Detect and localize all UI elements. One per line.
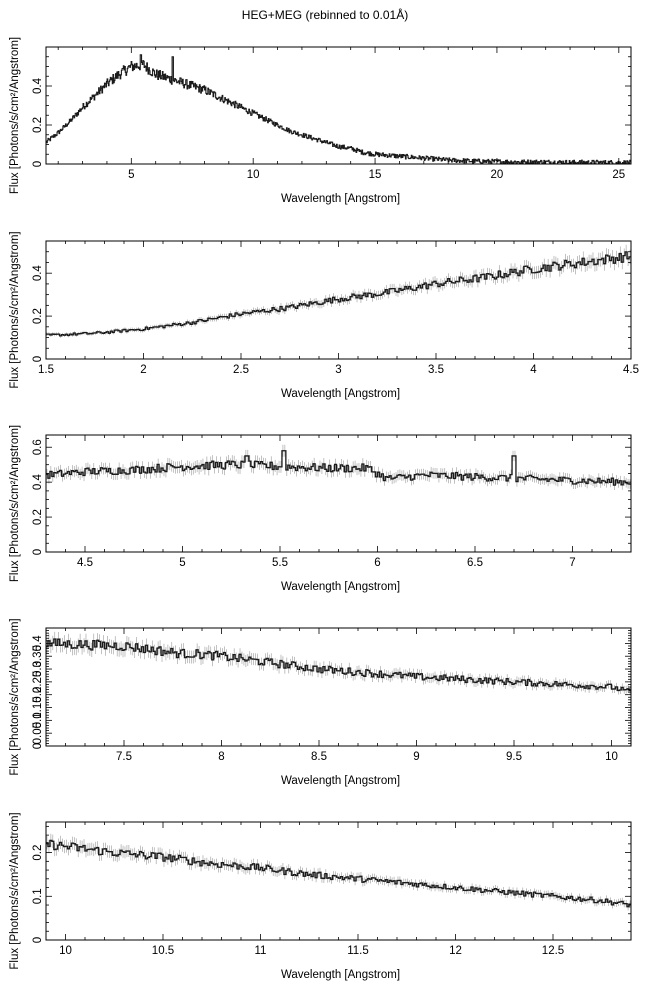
x-tick-label: 7 — [569, 557, 575, 569]
y-axis-label: Flux [Photons/s/cm²/Angstrom] — [9, 618, 21, 775]
y-axis-label: Flux [Photons/s/cm²/Angstrom] — [9, 812, 21, 969]
y-tick-label: 0.2 — [32, 509, 44, 525]
y-tick-label: 0.6 — [32, 439, 44, 455]
figure-title: HEG+MEG (rebinned to 0.01Å) — [241, 8, 409, 22]
spectrum-panel-3: 4.5 5 5.5 6 6.5 7 0 0.2 0.4 0.6 Wavelength [Angstr… — [9, 425, 632, 593]
x-tick-label: 10 — [605, 751, 618, 763]
x-tick-label: 4.5 — [77, 557, 93, 569]
y-tick-label: 0 — [32, 549, 44, 555]
x-axis-label: Wavelength [Angstrom] — [281, 388, 400, 400]
spectrum-curve — [46, 450, 631, 486]
x-tick-label: 9 — [413, 751, 419, 763]
x-tick-label: 10 — [59, 945, 72, 957]
x-tick-label: 6 — [374, 557, 380, 569]
x-tick-label: 5 — [179, 557, 185, 569]
spectrum-curve — [46, 638, 631, 692]
spectrum-curve — [46, 251, 631, 337]
spectrum-panel-2: 1.5 2 2.5 3 3.5 4 4.5 0 0.2 0.4 Wavelength [Angstr… — [9, 231, 639, 400]
y-tick-label: 0.2 — [32, 308, 44, 324]
y-tick-label: 0.2 — [32, 687, 44, 703]
y-tick-label: 0.1 — [32, 888, 44, 904]
x-tick-label: 3 — [335, 364, 341, 376]
x-tick-label: 5.5 — [272, 557, 288, 569]
y-tick-label: 0 — [32, 161, 44, 167]
x-tick-label: 4.5 — [623, 364, 639, 376]
x-axis-label: Wavelength [Angstrom] — [281, 581, 400, 593]
y-tick-label: 0.4 — [32, 265, 44, 282]
y-tick-label: 0.2 — [32, 845, 44, 861]
error-bars — [46, 244, 631, 338]
x-axis-label: Wavelength [Angstrom] — [281, 193, 400, 205]
x-axis-label: Wavelength [Angstrom] — [281, 775, 400, 787]
y-tick-label: 0.4 — [32, 474, 44, 491]
axes-frame — [45, 46, 632, 165]
x-tick-label: 7.5 — [116, 751, 132, 763]
error-bars — [46, 444, 631, 491]
x-axis-label: Wavelength [Angstrom] — [281, 969, 400, 981]
x-tick-label: 8.5 — [311, 751, 327, 763]
x-tick-label: 10 — [247, 169, 260, 181]
error-bars — [46, 833, 631, 911]
spectrum-panel-1: 5 10 15 20 25 0 0.2 0.4 Wavelength [Angstrom] Flu… — [9, 37, 632, 205]
y-tick-label: 0.2 — [32, 117, 44, 133]
x-tick-label: 4 — [530, 364, 537, 376]
x-tick-label: 9.5 — [506, 751, 522, 763]
axes-frame — [45, 434, 632, 553]
spectrum-curve — [46, 54, 631, 165]
x-tick-label: 1.5 — [38, 364, 54, 376]
x-tick-label: 15 — [369, 169, 382, 181]
x-tick-label: 20 — [491, 169, 504, 181]
y-tick-label: 0.3 — [32, 661, 44, 677]
x-tick-label: 3.5 — [428, 364, 444, 376]
y-tick-label: 0.15 — [32, 696, 44, 718]
spectrum-panel-4: 7.5 8 8.5 9 9.5 10 00.050.10.150.20.250.30.350… — [9, 618, 632, 787]
x-tick-label: 11.5 — [347, 945, 369, 957]
x-tick-label: 10.5 — [152, 945, 174, 957]
y-tick-label: 0 — [32, 356, 44, 362]
x-tick-label: 2.5 — [233, 364, 249, 376]
y-tick-label: 0.4 — [32, 635, 44, 652]
y-tick-label: 0.4 — [32, 77, 44, 94]
axes-frame — [45, 821, 632, 941]
x-tick-label: 5 — [128, 169, 134, 181]
x-tick-label: 11 — [255, 945, 267, 957]
y-axis-label: Flux [Photons/s/cm²/Angstrom] — [9, 425, 21, 582]
x-tick-label: 8 — [218, 751, 224, 763]
y-tick-label: 0 — [32, 743, 44, 749]
spectrum-panel-5: 10 10.5 11 11.5 12 12.5 0 0.1 0.2 Wavelength [Ang… — [9, 812, 632, 981]
axes-frame — [45, 627, 632, 747]
x-tick-label: 12 — [449, 945, 462, 957]
y-tick-label: 0.35 — [32, 645, 44, 667]
error-bars — [46, 631, 631, 695]
y-axis-label: Flux [Photons/s/cm²/Angstrom] — [9, 37, 21, 194]
x-tick-label: 25 — [612, 169, 625, 181]
y-tick-label: 0.25 — [32, 671, 44, 693]
spectrum-curve — [46, 839, 631, 908]
x-tick-label: 12.5 — [542, 945, 564, 957]
y-tick-label: 0.1 — [32, 712, 44, 728]
y-axis-label: Flux [Photons/s/cm²/Angstrom] — [9, 231, 21, 388]
x-tick-label: 2 — [140, 364, 146, 376]
y-tick-label: 0.05 — [32, 722, 44, 744]
x-tick-label: 6.5 — [467, 557, 483, 569]
y-tick-label: 0 — [32, 937, 44, 943]
